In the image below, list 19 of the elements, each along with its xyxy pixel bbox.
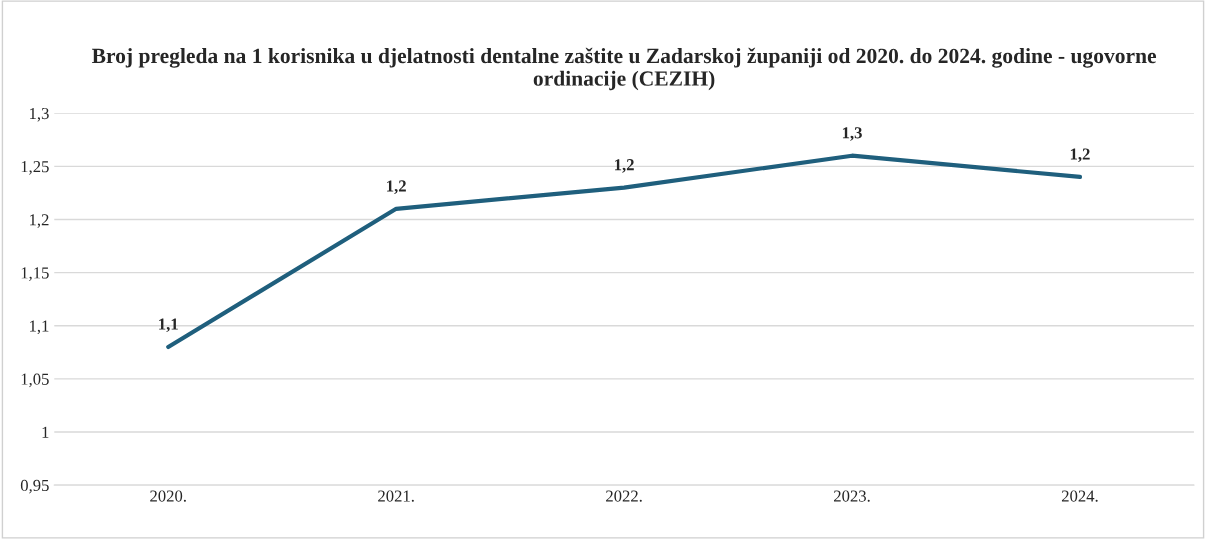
- y-tick-label: 1,2: [30, 214, 49, 228]
- y-tick-label: 1,3: [30, 107, 49, 122]
- data-label: 1,3: [842, 127, 862, 141]
- data-label: 1,2: [615, 159, 634, 173]
- x-tick-label: 2024.: [1061, 490, 1098, 502]
- x-tick-label: 2023.: [834, 490, 870, 502]
- y-tick-label: 1,25: [21, 161, 49, 175]
- y-tick-label: 1: [42, 426, 49, 438]
- y-tick-label: 1,05: [21, 373, 49, 388]
- x-tick-label: 2022.: [606, 490, 642, 502]
- data-label: 1,2: [1070, 148, 1090, 163]
- x-tick-label: 2020.: [150, 490, 186, 502]
- y-tick-label: 0,95: [20, 479, 49, 494]
- y-tick-label: 1,1: [30, 320, 49, 335]
- x-tick-label: 2021.: [378, 490, 414, 502]
- y-tick-label: 1,15: [21, 267, 49, 281]
- data-label: 1,1: [159, 318, 178, 333]
- data-label: 1,2: [387, 180, 406, 194]
- chart-title: Broj pregleda na 1 korisnika u djelatnosti dentalne zaštite u Zadarskoj županiji od 2020. do 2024. godine - ugovorne ordinacije (CEZIH): [91, 47, 1157, 91]
